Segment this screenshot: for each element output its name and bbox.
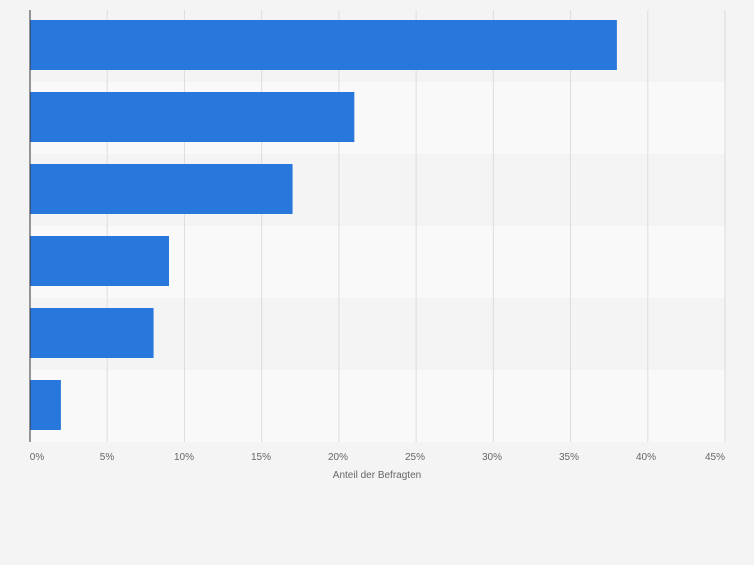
x-tick-label: 25% xyxy=(405,452,425,463)
row-band xyxy=(30,370,725,442)
x-tick-label: 0% xyxy=(30,452,45,463)
x-tick-label: 15% xyxy=(251,452,271,463)
x-tick-label: 40% xyxy=(636,452,656,463)
x-axis-title: Anteil der Befragten xyxy=(333,470,421,481)
bar xyxy=(30,164,293,214)
bar xyxy=(30,20,617,70)
x-tick-label: 5% xyxy=(100,452,115,463)
bar xyxy=(30,380,61,430)
x-tick-label: 10% xyxy=(174,452,194,463)
x-tick-label: 35% xyxy=(559,452,579,463)
bar xyxy=(30,92,355,142)
bar xyxy=(30,308,154,358)
x-tick-label: 20% xyxy=(328,452,348,463)
x-tick-label: 45% xyxy=(705,452,725,463)
bar xyxy=(30,236,169,286)
x-tick-label: 30% xyxy=(482,452,502,463)
